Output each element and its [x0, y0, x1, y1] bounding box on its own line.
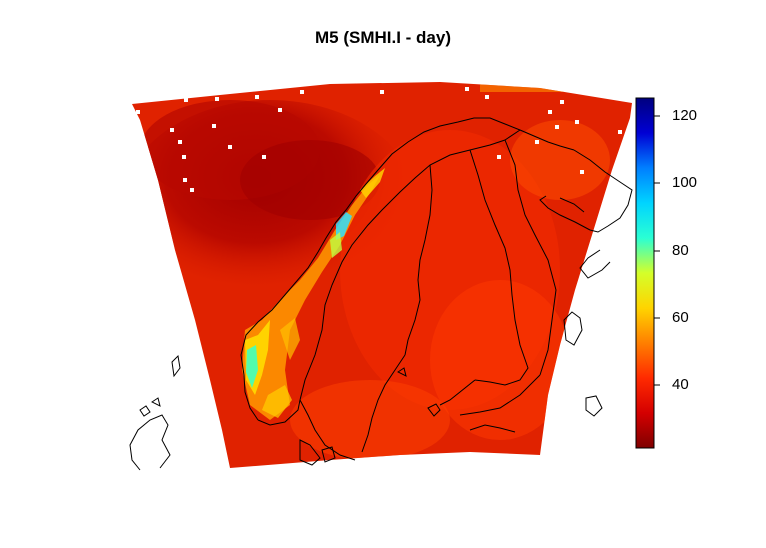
colorbar: [635, 97, 660, 449]
precipitation-field: [132, 82, 632, 468]
missing-cells: [136, 78, 622, 192]
colorbar-tick-80: 80: [672, 242, 689, 259]
colorbar-tick-40: 40: [672, 376, 689, 393]
colorbar-tick-120: 120: [672, 107, 698, 124]
colorbar-tick-60: 60: [672, 309, 689, 326]
coastlines: [129, 117, 633, 471]
map-title: M5 (SMHI.I - day): [314, 28, 451, 47]
colorbar-tick-100: 100: [672, 174, 698, 191]
